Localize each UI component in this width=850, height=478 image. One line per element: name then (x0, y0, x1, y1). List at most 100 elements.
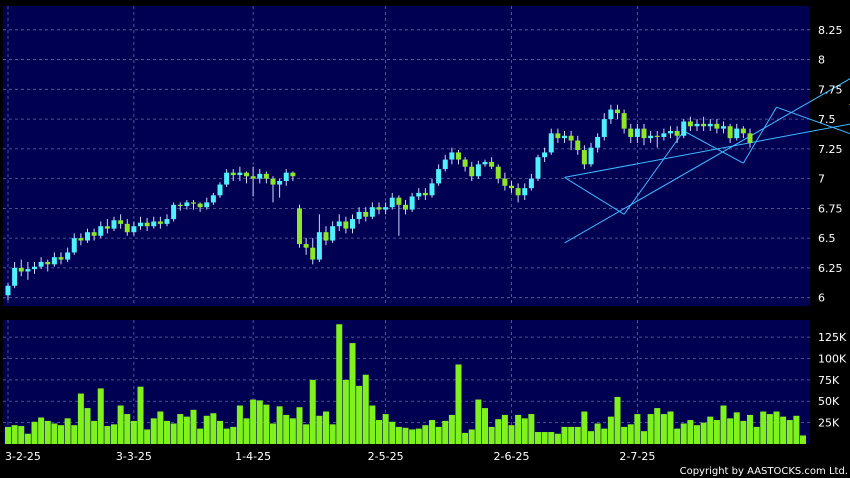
candle-body (111, 220, 117, 229)
volume-bar (548, 432, 555, 444)
volume-bar (760, 411, 767, 444)
volume-tick-label: 100K (818, 352, 847, 365)
volume-bar (442, 420, 449, 444)
candle-body (654, 135, 660, 137)
volume-bar (621, 426, 628, 444)
candle-body (628, 128, 634, 137)
volume-bar (607, 416, 614, 444)
volume-bar (11, 425, 18, 444)
price-tick-label: 7.5 (818, 113, 836, 126)
volume-bar (170, 423, 177, 444)
price-tick-label: 8.25 (818, 24, 843, 37)
candle-body (91, 232, 97, 236)
volume-bar (276, 406, 283, 444)
volume-bar (18, 426, 25, 444)
volume-bar (58, 425, 64, 444)
candle-body (85, 232, 90, 241)
candle-body (224, 172, 230, 185)
candle-body (283, 172, 289, 181)
trend-channel (564, 78, 850, 244)
volume-bar (369, 405, 376, 444)
volume-bar (455, 364, 462, 444)
candle-body (462, 159, 468, 167)
candle-body (575, 140, 581, 151)
candle-body (18, 267, 24, 272)
volume-bar (720, 405, 727, 444)
candle-body (310, 247, 316, 260)
candle-body (217, 184, 223, 196)
candle-body (429, 183, 435, 196)
candle-body (177, 204, 183, 206)
volume-bar (323, 411, 329, 444)
volume-bar (435, 426, 442, 444)
candle-body (104, 226, 110, 229)
volume-bar (773, 411, 780, 444)
candle-body (171, 204, 177, 220)
volume-tick-label: 75K (818, 374, 840, 387)
candle-body (356, 211, 362, 220)
volume-bar (429, 420, 435, 444)
candle-body (323, 232, 329, 241)
candle-body (502, 178, 508, 186)
candle-body (210, 195, 216, 203)
candle-body (25, 269, 31, 272)
candle-body (389, 197, 395, 208)
candle-body (343, 221, 349, 229)
volume-bar (230, 426, 237, 444)
candle-body (548, 133, 554, 153)
volume-bar (382, 414, 389, 444)
date-tick-label: 3-3-25 (116, 450, 152, 463)
volume-bar (614, 396, 621, 444)
volume-bar (515, 414, 522, 444)
volume-bar (422, 425, 429, 444)
volume-bar (554, 433, 561, 444)
volume-bar (117, 405, 124, 444)
volume-bar (482, 408, 488, 444)
volume-bar (680, 423, 687, 444)
volume-tick-label: 125K (818, 331, 847, 344)
volume-bar (402, 427, 409, 444)
volume-bar (5, 426, 11, 444)
volume-bar (124, 414, 131, 444)
candle-body (422, 192, 428, 196)
price-tick-label: 6 (818, 292, 825, 305)
candle-body (5, 285, 11, 296)
candle-body (562, 135, 567, 139)
volume-bar (468, 429, 475, 444)
volume-bar (203, 415, 210, 444)
volume-bar (38, 417, 45, 444)
volume-bar (568, 426, 575, 444)
candle-body (250, 176, 256, 179)
date-tick-label: 2-7-25 (619, 450, 655, 463)
volume-bar (150, 418, 157, 444)
candle-body (118, 220, 124, 224)
volume-bar (309, 379, 316, 444)
copyright-text: Copyright by AASTOCKS.com Ltd. (680, 466, 848, 477)
candle-body (727, 126, 733, 139)
candle-body (442, 159, 448, 170)
volume-bar (329, 424, 336, 444)
price-tick-label: 7 (818, 173, 825, 186)
volume-bar (581, 411, 588, 444)
candle-body (290, 172, 296, 177)
volume-bar (389, 421, 396, 444)
volume-bar (164, 420, 170, 444)
candle-body (369, 207, 375, 217)
price-tick-label: 6.5 (818, 232, 836, 245)
candle-body (694, 123, 700, 127)
volume-bar (528, 414, 535, 444)
volume-bar (84, 408, 91, 444)
price-tick-label: 7.75 (818, 83, 843, 96)
candle-body (409, 196, 415, 210)
volume-bar (71, 425, 78, 444)
candle-body (608, 109, 614, 120)
volume-bar (183, 416, 190, 444)
candle-body (230, 172, 236, 176)
volume-bar (448, 414, 455, 444)
volume-bar (111, 424, 117, 444)
candle-body (336, 221, 342, 227)
candle-body (396, 197, 402, 205)
candle-body (277, 181, 283, 185)
candle-body (197, 203, 203, 208)
volume-bar (462, 432, 469, 444)
